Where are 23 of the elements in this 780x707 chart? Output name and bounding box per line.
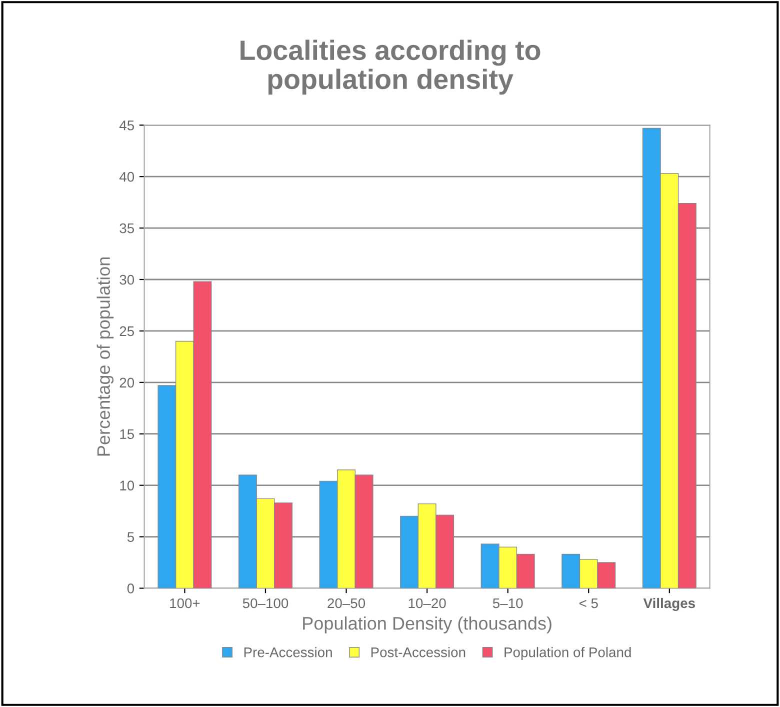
x-tick-label: 5–10 bbox=[492, 598, 523, 608]
chart-title: Localities according to population density bbox=[240, 40, 540, 95]
y-tick-label: 35 bbox=[120, 223, 134, 234]
legend-label: Post-Accession bbox=[371, 647, 466, 658]
x-tick-label: 10–20 bbox=[408, 598, 446, 608]
legend-label: Population of Poland bbox=[504, 647, 631, 660]
x-tick-label: 50–100 bbox=[242, 598, 288, 608]
y-tick-label: 20 bbox=[120, 378, 134, 388]
legend-label: Pre-Accession bbox=[244, 647, 332, 658]
y-tick-label: 45 bbox=[119, 120, 134, 130]
y-tick-label: 0 bbox=[127, 584, 134, 594]
y-tick-label: 40 bbox=[119, 172, 134, 182]
y-axis-title: Percentage of population bbox=[96, 257, 114, 456]
y-tick-label: 30 bbox=[120, 274, 134, 285]
x-tick-label: 20–50 bbox=[328, 598, 366, 608]
y-tick-label: 5 bbox=[127, 532, 134, 542]
x-tick-label: < 5 bbox=[579, 598, 598, 608]
x-tick-label: Villages bbox=[643, 598, 695, 611]
y-tick-label: 10 bbox=[120, 480, 134, 490]
x-tick-label: 100+ bbox=[170, 598, 200, 608]
y-tick-label: 25 bbox=[120, 326, 134, 336]
x-axis-title: Population Density (thousands) bbox=[303, 616, 552, 634]
y-tick-label: 15 bbox=[120, 429, 134, 440]
